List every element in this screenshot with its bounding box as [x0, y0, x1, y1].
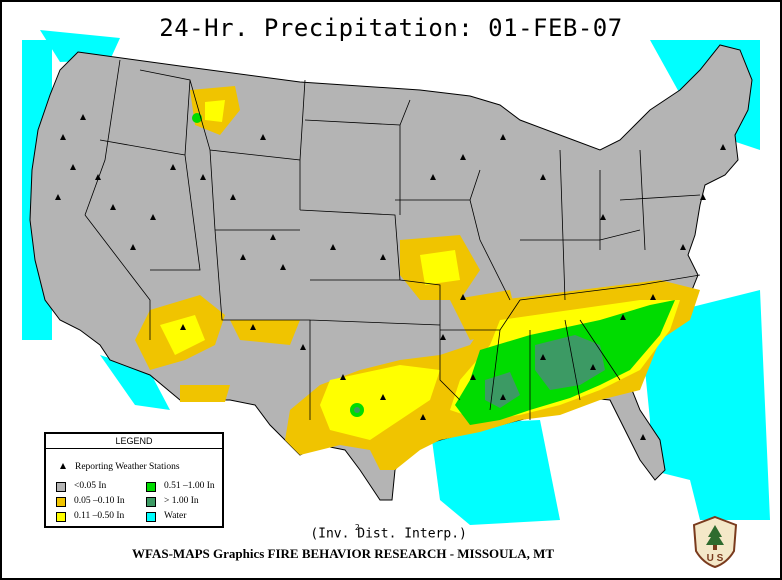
legend-swatch-1	[56, 482, 66, 492]
legend-label-3: 0.11 –0.50 In	[74, 511, 125, 521]
legend-heading: LEGEND	[46, 434, 222, 449]
legend-label-2: 0.05 –0.10 In	[74, 496, 125, 506]
station-triangle-icon	[60, 463, 66, 469]
legend-swatch-5	[146, 497, 156, 507]
legend-label-1: <0.05 In	[74, 481, 107, 491]
map-title: 24-Hr. Precipitation: 01-FEB-07	[159, 14, 623, 42]
forest-service-shield-icon: U S	[692, 515, 738, 569]
state-boundaries	[84, 59, 701, 420]
legend-stations-label: Reporting Weather Stations	[75, 462, 180, 472]
legend-swatch-6	[146, 512, 156, 522]
legend-label-4: 0.51 –1.00 In	[164, 481, 215, 491]
legend-swatch-4	[146, 482, 156, 492]
legend-stations: Reporting Weather Stations	[60, 462, 180, 472]
legend-swatch-2	[56, 497, 66, 507]
zone-over-1-00	[354, 335, 605, 413]
interpolation-exponent: 2	[354, 523, 360, 532]
legend: LEGEND Reporting Weather Stations <0.05 …	[44, 432, 224, 528]
legend-label-5: > 1.00 In	[164, 496, 199, 506]
logo-text: U S	[707, 553, 724, 564]
legend-swatch-3	[56, 512, 66, 522]
footer-credit: WFAS-MAPS Graphics FIRE BEHAVIOR RESEARC…	[132, 546, 555, 561]
interpolation-note: (Inv. Dist. Interp.)2	[0, 523, 782, 542]
legend-label-6: Water	[164, 511, 187, 521]
interpolation-note-text: (Inv. Dist. Interp.)	[310, 526, 467, 542]
